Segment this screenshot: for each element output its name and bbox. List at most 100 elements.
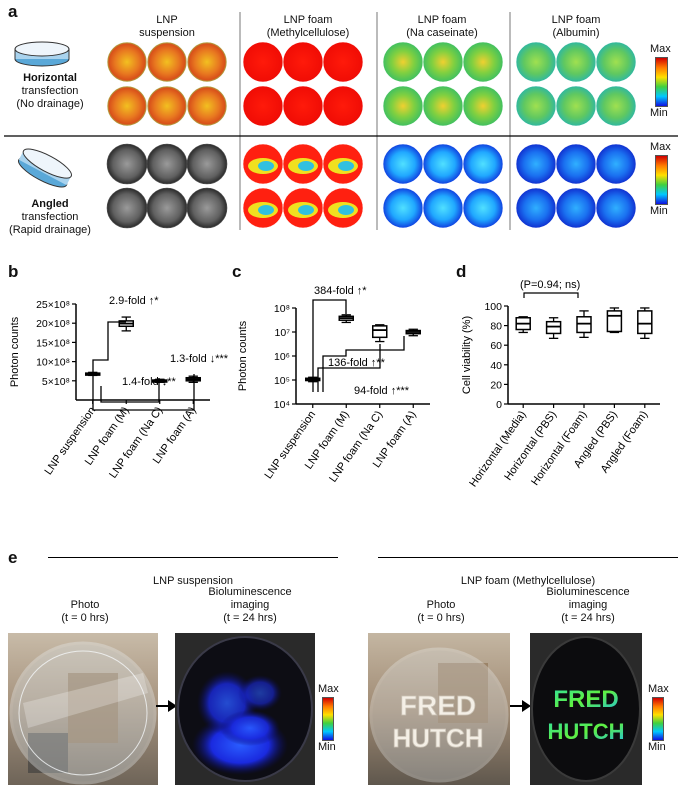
well-r1-c3 bbox=[186, 41, 228, 83]
e-scale-min: Min bbox=[318, 741, 336, 753]
col-header-1-line2: suspension bbox=[139, 27, 195, 39]
b-annot-3: 1.3-fold ↓*** bbox=[170, 353, 229, 365]
group1-bli-caption-l2: imaging bbox=[230, 599, 270, 611]
group2-photo-caption-l2: (t = 0 hrs) bbox=[417, 612, 465, 624]
c-box-2-iqr bbox=[372, 325, 388, 339]
horizontal-dish-icon bbox=[14, 41, 70, 67]
c-y-label: Photon counts bbox=[237, 320, 249, 391]
d-xtick-label-2: Horizontal (Foam) bbox=[529, 409, 589, 488]
e-scale-max-2: Max bbox=[648, 683, 669, 695]
col-header-2-line1: LNP foam bbox=[283, 14, 333, 26]
d-box-0 bbox=[515, 316, 531, 334]
bli-lnp-foam: FRED HUTCH bbox=[530, 633, 642, 785]
d-annot: (P=0.94; ns) bbox=[520, 279, 580, 291]
c-bracket-3 bbox=[322, 336, 405, 392]
well-r4-c9 bbox=[462, 187, 504, 229]
b-bracket-3 bbox=[92, 374, 195, 411]
b-bracket-2 bbox=[100, 378, 160, 403]
row-label-horizontal: Horizontal transfection (No drainage) bbox=[0, 72, 100, 111]
col-header-4-line1: LNP foam bbox=[551, 14, 601, 26]
col-header-1-line1: LNP bbox=[156, 14, 178, 26]
col-header-4-line2: (Albumin) bbox=[552, 27, 600, 39]
row-label-angled-line2: transfection bbox=[21, 211, 79, 223]
d-xtick-label-0: Horizontal (Media) bbox=[467, 409, 528, 490]
b-bracket-1 bbox=[92, 321, 126, 386]
col-header-3-line2: (Na caseinate) bbox=[406, 27, 478, 39]
panel-c-label: c bbox=[232, 262, 242, 281]
photo-text-hutch: HUTCH bbox=[393, 723, 484, 753]
well-r2-c3 bbox=[186, 85, 228, 127]
well-r1-c6 bbox=[322, 41, 364, 83]
well-r1-c9 bbox=[462, 41, 504, 83]
panel-e-label: e bbox=[8, 548, 18, 567]
scale-max-label-2: Max bbox=[650, 141, 671, 153]
scale-max-label-1: Max bbox=[650, 43, 671, 55]
group2-bli-caption: Bioluminescence imaging (t = 24 hrs) bbox=[508, 586, 668, 625]
row-label-angled: Angled transfection (Rapid drainage) bbox=[0, 198, 100, 237]
group1-rule bbox=[48, 557, 338, 558]
row-label-angled-bold: Angled bbox=[31, 198, 69, 210]
group2-bli-caption-l2: imaging bbox=[568, 599, 608, 611]
col-header-3: LNP foam (Na caseinate) bbox=[376, 14, 508, 40]
c-ytick-label-0: 10⁴ bbox=[274, 399, 290, 411]
angled-dish-icon bbox=[18, 148, 72, 188]
d-box-2-iqr bbox=[576, 316, 592, 334]
well-r4-c5 bbox=[282, 187, 324, 229]
d-ytick-label-4: 80 bbox=[490, 321, 502, 333]
c-box-2 bbox=[372, 324, 388, 343]
well-r2-c12 bbox=[595, 85, 637, 127]
well-r4-c12 bbox=[595, 187, 637, 229]
group1-title: LNP suspension bbox=[153, 575, 233, 587]
b-annot-2: 1.4-fold ↓** bbox=[122, 376, 177, 388]
c-annot-3: 94-fold ↑*** bbox=[354, 385, 410, 397]
b-ytick-label-0: 5×10⁸ bbox=[42, 376, 70, 388]
c-box-1 bbox=[338, 314, 354, 324]
c-ytick-label-1: 10⁵ bbox=[274, 375, 290, 387]
row-label-horizontal-line3: (No drainage) bbox=[16, 98, 84, 110]
group1-bli-caption: Bioluminescence imaging (t = 24 hrs) bbox=[170, 586, 330, 625]
well-r1-c12 bbox=[595, 41, 637, 83]
bli-lnp-suspension bbox=[175, 633, 315, 785]
photo-lnp-suspension bbox=[8, 633, 158, 785]
col-header-2: LNP foam (Methylcellulose) bbox=[240, 14, 376, 40]
b-y-label: Photon counts bbox=[9, 316, 21, 387]
c-ytick-label-2: 10⁶ bbox=[274, 351, 290, 363]
well-r3-c6 bbox=[322, 143, 364, 185]
c-ytick-label-3: 10⁷ bbox=[275, 327, 291, 339]
arrow-right-icon-2 bbox=[510, 700, 531, 712]
d-box-4-iqr bbox=[637, 310, 653, 335]
scale-min-label-1: Min bbox=[650, 107, 668, 119]
c-bracket-1 bbox=[312, 299, 347, 392]
row-label-angled-line3: (Rapid drainage) bbox=[9, 224, 91, 236]
scale-min-label-2: Min bbox=[650, 205, 668, 217]
row-label-horizontal-bold: Horizontal bbox=[23, 72, 77, 84]
d-box-3-iqr bbox=[606, 310, 623, 333]
panel-a-label: a bbox=[8, 2, 18, 21]
charts-canvas: 5×10⁸ 10×10⁸ 15×10⁸ 20×10⁸ 25×10⁸ Photon coun… bbox=[9, 279, 660, 490]
group1-bli-caption-l1: Bioluminescence bbox=[208, 586, 292, 598]
b-box-3 bbox=[185, 375, 201, 383]
well-r3-c4 bbox=[242, 143, 284, 185]
d-ytick-label-5: 100 bbox=[484, 301, 502, 313]
group1-photo-caption: Photo (t = 0 hrs) bbox=[10, 599, 160, 625]
group1-photo-caption-l1: Photo bbox=[70, 599, 100, 611]
col-header-2-line2: (Methylcellulose) bbox=[266, 27, 350, 39]
group2-photo-caption-l1: Photo bbox=[426, 599, 456, 611]
group1-photo-caption-l2: (t = 0 hrs) bbox=[61, 612, 109, 624]
d-ytick-label-2: 40 bbox=[490, 360, 502, 372]
group2-photo-caption: Photo (t = 0 hrs) bbox=[366, 599, 516, 625]
well-r3-c5 bbox=[282, 143, 324, 185]
d-ytick-label-3: 60 bbox=[490, 340, 502, 352]
d-box-4 bbox=[637, 307, 653, 339]
c-annot-2: 136-fold ↑** bbox=[328, 357, 386, 369]
b-annot-1: 2.9-fold ↑* bbox=[109, 295, 159, 307]
b-ytick-label-4: 25×10⁸ bbox=[36, 299, 70, 311]
c-bracket-2 bbox=[317, 344, 381, 392]
d-bracket bbox=[523, 292, 579, 298]
d-box-1-iqr bbox=[545, 320, 562, 335]
colorbar-1 bbox=[655, 57, 668, 107]
well-r3-c3 bbox=[186, 143, 228, 185]
d-ytick-label-0: 0 bbox=[496, 399, 502, 411]
col-header-3-line1: LNP foam bbox=[417, 14, 467, 26]
photo-text-fred: FRED bbox=[400, 690, 476, 721]
